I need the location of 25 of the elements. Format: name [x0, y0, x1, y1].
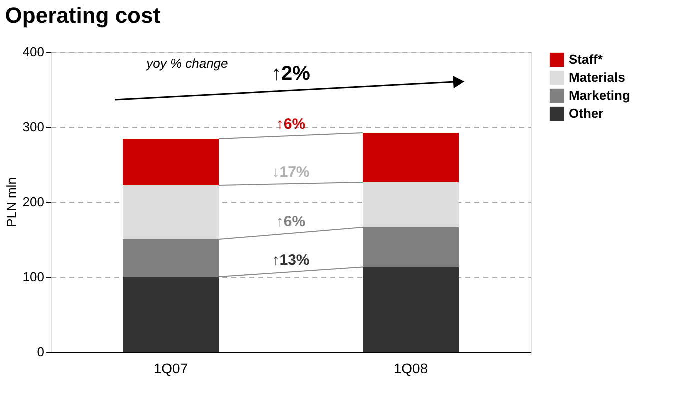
annotation: ↑6% — [276, 116, 306, 133]
annotation: ↑6% — [276, 214, 306, 230]
x-tick-label: 1Q07 — [154, 360, 188, 376]
y-tick-label: 300 — [22, 120, 44, 134]
y-tick-label: 100 — [22, 270, 44, 284]
annotation: ↑2% — [272, 63, 311, 85]
bar — [363, 182, 459, 228]
y-tick-label: 400 — [22, 44, 44, 60]
y-tick-label: 0 — [37, 344, 44, 360]
y-axis-title: PLN mln — [4, 178, 19, 228]
legend-label: Materials — [569, 70, 626, 85]
legend-label: Other — [569, 106, 604, 121]
y-tick-label: 200 — [22, 194, 44, 210]
bar — [123, 139, 219, 186]
bar — [123, 277, 219, 352]
annotation: ↓17% — [272, 164, 310, 181]
annotation: yoy % change — [146, 56, 228, 71]
legend-label: Staff* — [569, 52, 604, 67]
x-tick-label: 1Q08 — [394, 360, 428, 376]
bar — [123, 186, 219, 240]
bar — [363, 133, 459, 182]
bar — [363, 267, 459, 352]
annotation: ↑13% — [272, 252, 310, 270]
legend-label: Marketing — [569, 88, 630, 103]
chart-title: Operating cost — [5, 3, 162, 28]
